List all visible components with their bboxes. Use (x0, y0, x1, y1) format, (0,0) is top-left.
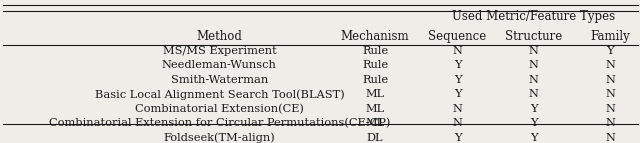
Text: N: N (452, 46, 463, 56)
Text: Y: Y (454, 133, 461, 143)
Text: N: N (452, 104, 463, 114)
Text: N: N (605, 104, 615, 114)
Text: N: N (605, 118, 615, 128)
Text: DL: DL (367, 133, 383, 143)
Text: Foldseek(TM-align): Foldseek(TM-align) (164, 132, 275, 143)
Text: Rule: Rule (362, 75, 388, 85)
Text: Rule: Rule (362, 60, 388, 70)
Text: Smith-Waterman: Smith-Waterman (171, 75, 268, 85)
Text: Structure: Structure (505, 30, 563, 43)
Text: Mechanism: Mechanism (340, 30, 410, 43)
Text: Family: Family (590, 30, 630, 43)
Text: N: N (529, 75, 539, 85)
Text: N: N (605, 60, 615, 70)
Text: Basic Local Alignment Search Tool(BLAST): Basic Local Alignment Search Tool(BLAST) (95, 89, 344, 100)
Text: N: N (529, 46, 539, 56)
Text: N: N (605, 133, 615, 143)
Text: Combinatorial Extension for Circular Permutations(CE-CP): Combinatorial Extension for Circular Per… (49, 118, 390, 128)
Text: N: N (605, 89, 615, 99)
Text: N: N (452, 118, 463, 128)
Text: MS/MS Experiment: MS/MS Experiment (163, 46, 276, 56)
Text: N: N (529, 89, 539, 99)
Text: N: N (529, 60, 539, 70)
Text: Needleman-Wunsch: Needleman-Wunsch (162, 60, 277, 70)
Text: Used Metric/Feature Types: Used Metric/Feature Types (452, 10, 616, 23)
Text: Y: Y (530, 133, 538, 143)
Text: Combinatorial Extension(CE): Combinatorial Extension(CE) (135, 104, 304, 114)
Text: ML: ML (365, 104, 385, 114)
Text: Rule: Rule (362, 46, 388, 56)
Text: Method: Method (196, 30, 243, 43)
Text: Sequence: Sequence (428, 30, 486, 43)
Text: Y: Y (454, 89, 461, 99)
Text: Y: Y (530, 104, 538, 114)
Text: Y: Y (454, 60, 461, 70)
Text: Y: Y (606, 46, 614, 56)
Text: Y: Y (454, 75, 461, 85)
Text: ML: ML (365, 89, 385, 99)
Text: N: N (605, 75, 615, 85)
Text: ML: ML (365, 118, 385, 128)
Text: Y: Y (530, 118, 538, 128)
